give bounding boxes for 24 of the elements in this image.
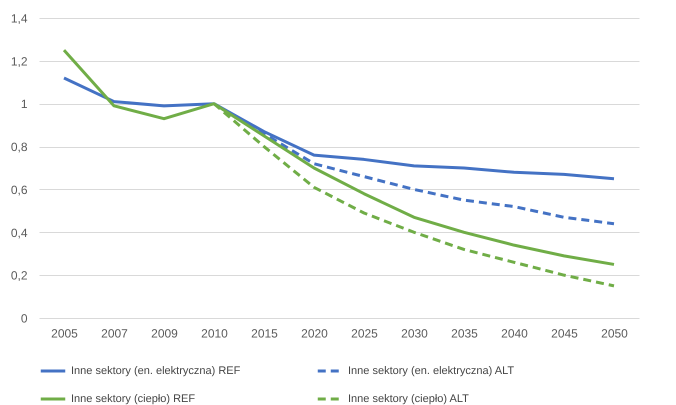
legend-label: Inne sektory (ciepło) REF: [71, 393, 196, 405]
legend-label: Inne sektory (ciepło) ALT: [348, 393, 470, 405]
x-tick-label: 2035: [451, 326, 478, 340]
legend-label: Inne sektory (en. elektryczna) ALT: [348, 365, 514, 377]
x-tick-label: 2005: [51, 326, 78, 340]
y-tick-label: 0,4: [10, 226, 28, 240]
x-tick-label: 2015: [251, 326, 278, 340]
x-tick-label: 2050: [601, 326, 628, 340]
y-tick-label: 0,6: [10, 182, 28, 197]
x-tick-label: 2025: [351, 326, 378, 340]
legend-label: Inne sektory (en. elektryczna) REF: [71, 365, 241, 377]
y-tick-label: 1,2: [10, 54, 28, 68]
y-tick-label: 0,8: [10, 140, 28, 154]
y-tick-label: 0,2: [10, 268, 28, 283]
y-tick-label: 0: [20, 312, 28, 326]
y-tick-label: 1: [20, 97, 28, 112]
x-tick-label: 2020: [301, 326, 328, 340]
x-tick-label: 2010: [201, 326, 228, 340]
x-tick-label: 2045: [551, 326, 578, 340]
x-tick-label: 2040: [501, 326, 528, 340]
x-tick-label: 2007: [101, 326, 128, 340]
y-tick-label: 1,4: [10, 12, 28, 26]
x-tick-label: 2030: [401, 326, 428, 340]
x-tick-label: 2009: [151, 326, 178, 340]
